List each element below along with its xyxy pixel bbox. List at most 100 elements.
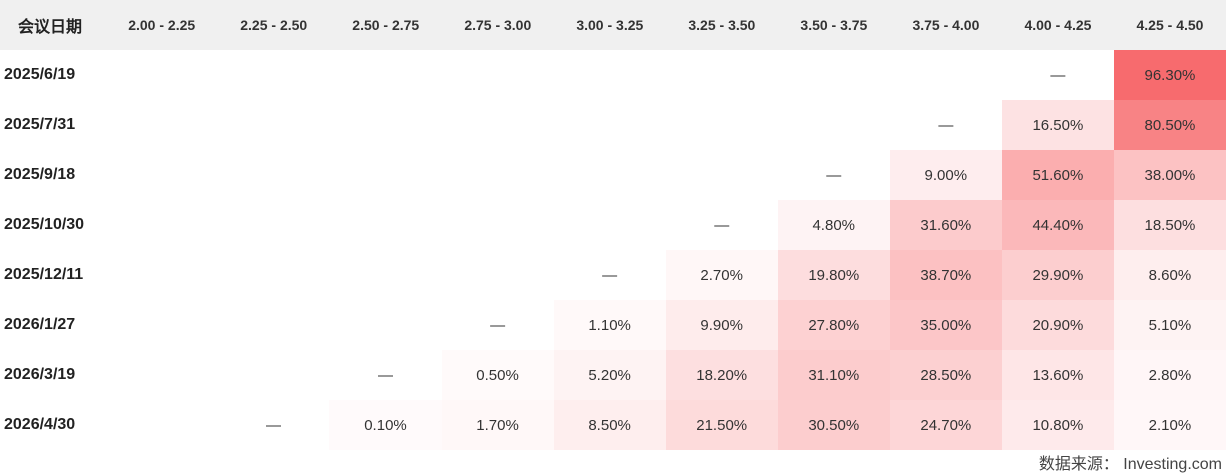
- probability-cell: —: [938, 116, 954, 134]
- probability-cell: [442, 50, 554, 100]
- probability-cell: 16.50%: [1001, 100, 1114, 150]
- table-row: 2025/10/30 — 4.80% 31.60% 44.40% 18.50%: [0, 200, 1226, 250]
- row-date-label: 2026/1/27: [4, 316, 76, 333]
- table-row: 2025/12/11 — 2.70% 19.80% 38.70% 29.90% 8.60%: [0, 250, 1226, 300]
- probability-cell: [105, 150, 217, 200]
- probability-cell: 13.60%: [1001, 350, 1114, 400]
- probability-cell: 44.40%: [1001, 200, 1114, 250]
- probability-cell: [105, 300, 217, 350]
- probability-cell: 19.80%: [777, 250, 890, 300]
- probability-cell: 8.50%: [553, 400, 666, 450]
- probability-table: 会议日期 2.00 - 2.25 2.25 - 2.50 2.50 - 2.75 2.7…: [0, 0, 1226, 450]
- probability-cell: —: [714, 216, 730, 234]
- row-date-label: 2025/7/31: [4, 116, 76, 133]
- probability-cell: —: [602, 266, 618, 284]
- probability-cell: [442, 100, 554, 150]
- probability-cell: [666, 100, 778, 150]
- row-date-label: 2026/4/30: [4, 416, 76, 433]
- probability-cell: 2.70%: [665, 250, 778, 300]
- probability-cell: —: [490, 316, 506, 334]
- probability-cell: —: [826, 166, 842, 184]
- row-date-label: 2025/9/18: [4, 166, 76, 183]
- probability-cell: [554, 150, 666, 200]
- probability-cell: [217, 50, 329, 100]
- header-rate-range: 4.25 - 4.50: [1136, 17, 1204, 33]
- probability-cell: [217, 100, 329, 150]
- probability-cell: 4.80%: [777, 200, 890, 250]
- probability-cell: 18.20%: [665, 350, 778, 400]
- probability-cell: [217, 300, 329, 350]
- probability-cell: [778, 100, 890, 150]
- probability-cell: 38.70%: [889, 250, 1002, 300]
- row-date-label: 2025/6/19: [4, 66, 76, 83]
- probability-cell: 27.80%: [777, 300, 890, 350]
- table-row: 2026/4/30 — 0.10% 1.70% 8.50% 21.50% 30.50% 24.…: [0, 400, 1226, 450]
- probability-cell: 0.50%: [441, 350, 554, 400]
- probability-cell: [105, 400, 217, 450]
- header-rate-range: 3.50 - 3.75: [800, 17, 868, 33]
- header-rate-range: 2.75 - 3.00: [464, 17, 532, 33]
- probability-cell: 1.70%: [441, 400, 554, 450]
- probability-cell: [329, 200, 441, 250]
- probability-cell: [554, 50, 666, 100]
- probability-cell: [105, 250, 217, 300]
- probability-cell: [105, 200, 217, 250]
- probability-cell: [105, 350, 217, 400]
- header-rate-range: 4.00 - 4.25: [1024, 17, 1092, 33]
- probability-cell: 1.10%: [553, 300, 666, 350]
- header-rate-range: 3.75 - 4.00: [912, 17, 980, 33]
- probability-cell: [442, 150, 554, 200]
- probability-cell: 31.10%: [777, 350, 890, 400]
- probability-cell: —: [1050, 66, 1066, 84]
- probability-cell: [217, 350, 329, 400]
- probability-cell: [329, 150, 441, 200]
- probability-cell: [890, 50, 1002, 100]
- header-row: 会议日期 2.00 - 2.25 2.25 - 2.50 2.50 - 2.75 2.7…: [0, 0, 1226, 50]
- probability-cell: 5.20%: [553, 350, 666, 400]
- row-date-label: 2025/12/11: [4, 266, 84, 283]
- header-rate-range: 2.25 - 2.50: [240, 17, 308, 33]
- table-row: 2026/1/27 — 1.10% 9.90% 27.80% 35.00% 20.90% 5.…: [0, 300, 1226, 350]
- probability-cell: 28.50%: [889, 350, 1002, 400]
- probability-cell: 21.50%: [665, 400, 778, 450]
- row-date-label: 2026/3/19: [4, 366, 76, 383]
- probability-cell: 2.80%: [1113, 350, 1226, 400]
- probability-cell: 8.60%: [1113, 250, 1226, 300]
- probability-cell: [329, 50, 441, 100]
- probability-cell: 38.00%: [1113, 150, 1226, 200]
- probability-cell: [442, 250, 554, 300]
- probability-cell: 30.50%: [777, 400, 890, 450]
- probability-cell: [329, 100, 441, 150]
- row-date-label: 2025/10/30: [4, 216, 85, 233]
- header-meeting-date: 会议日期: [18, 19, 83, 36]
- probability-cell: [329, 300, 441, 350]
- probability-cell: 10.80%: [1001, 400, 1114, 450]
- probability-cell: 2.10%: [1113, 400, 1226, 450]
- header-rate-range: 3.00 - 3.25: [576, 17, 644, 33]
- data-source-note: 数据来源： Investing.com: [1038, 456, 1222, 473]
- probability-cell: —: [265, 416, 281, 434]
- probability-cell: 18.50%: [1113, 200, 1226, 250]
- probability-cell: 20.90%: [1001, 300, 1114, 350]
- header-rate-range: 3.25 - 3.50: [688, 17, 756, 33]
- probability-cell: [217, 200, 329, 250]
- probability-cell: [554, 200, 666, 250]
- probability-cell: [666, 50, 778, 100]
- probability-cell: 29.90%: [1001, 250, 1114, 300]
- probability-cell: 5.10%: [1113, 300, 1226, 350]
- probability-cell: [217, 150, 329, 200]
- header-rate-range: 2.50 - 2.75: [352, 17, 420, 33]
- probability-cell: [554, 100, 666, 150]
- probability-cell: 9.90%: [665, 300, 778, 350]
- probability-cell: [105, 100, 217, 150]
- probability-cell: [105, 50, 217, 100]
- table-row: 2026/3/19 — 0.50% 5.20% 18.20% 31.10% 28.50% 13…: [0, 350, 1226, 400]
- probability-cell: [666, 150, 778, 200]
- header-rate-range: 2.00 - 2.25: [128, 17, 196, 33]
- probability-cell: [778, 50, 890, 100]
- probability-cell: 80.50%: [1113, 100, 1226, 150]
- probability-cell: 35.00%: [889, 300, 1002, 350]
- table-row: 2025/9/18 — 9.00% 51.60% 38.00%: [0, 150, 1226, 200]
- table-row: 2025/7/31 — 16.50% 80.50%: [0, 100, 1226, 150]
- table-row: 2025/6/19 — 96.30%: [0, 50, 1226, 100]
